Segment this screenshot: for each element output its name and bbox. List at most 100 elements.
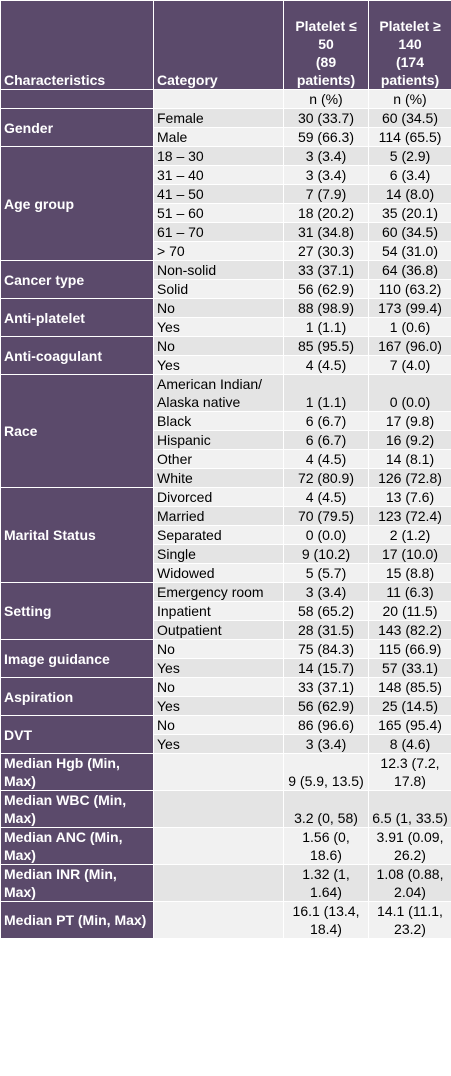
platelet-high-value: 13 (7.6) (368, 487, 451, 507)
header-platelet-high-line4: patients) (380, 72, 440, 88)
platelet-high-value: 5 (2.9) (368, 146, 451, 166)
platelet-low-value: 14 (15.7) (283, 658, 369, 678)
category-cell: 18 – 30 (153, 146, 284, 166)
category-cell: White (153, 468, 284, 488)
units-row: n (%) n (%) (0, 89, 451, 109)
category-cell: 41 – 50 (153, 184, 284, 204)
category-cell: Black (153, 411, 284, 431)
platelet-high-value: 167 (96.0) (368, 336, 451, 356)
units-col3: n (%) (283, 89, 369, 109)
category-cell: 31 – 40 (153, 165, 284, 185)
category-cell: No (153, 298, 284, 318)
platelet-high-value: 8 (4.6) (368, 734, 451, 754)
platelet-low-value: 33 (37.1) (283, 677, 369, 697)
platelet-low-value: 6 (6.7) (283, 430, 369, 450)
header-platelet-low: Platelet ≤ 50 (89 patients) (283, 0, 369, 90)
header-platelet-low-line2: 50 (318, 36, 334, 52)
units-empty-char (0, 89, 154, 109)
category-cell: Divorced (153, 487, 284, 507)
table-row: Aspiration No 33 (37.1) 148 (85.5) (0, 677, 451, 716)
table-row: Yes 1 (1.1) 1 (0.6) (1, 317, 451, 337)
category-cell: Married (153, 506, 284, 526)
category-cell: Widowed (153, 563, 284, 583)
table-row: Median ANC (Min, Max) 1.56 (0, 18.6) 3.91 … (0, 827, 451, 865)
platelet-low-value: 1 (1.1) (283, 317, 369, 337)
table-row: Yes 14 (15.7) 57 (33.1) (1, 658, 451, 678)
platelet-low-value: 4 (4.5) (283, 355, 369, 375)
platelet-low-value: 75 (84.3) (283, 639, 369, 659)
platelet-low-value: 4 (4.5) (283, 449, 369, 469)
table-row: Anti-coagulant No 85 (95.5) 167 (96.0) (0, 336, 451, 375)
category-cell: Yes (153, 355, 284, 375)
platelet-low-value: 31 (34.8) (283, 222, 369, 242)
platelet-low-value: 59 (66.3) (283, 127, 369, 147)
platelet-high-value: 14.1 (11.1, 23.2) (368, 901, 451, 939)
category-cell: Hispanic (153, 430, 284, 450)
table-row: Hispanic 6 (6.7) 16 (9.2) (1, 430, 451, 450)
category-cell: No (153, 677, 284, 697)
platelet-high-value: 1 (0.6) (368, 317, 451, 337)
category-cell: Solid (153, 279, 284, 299)
platelet-low-value: 3 (3.4) (283, 146, 369, 166)
platelet-high-value: 16 (9.2) (368, 430, 451, 450)
table-row: Outpatient 28 (31.5) 143 (82.2) (1, 620, 451, 640)
table-row: Yes 4 (4.5) 7 (4.0) (1, 355, 451, 375)
platelet-high-value: 17 (9.8) (368, 411, 451, 431)
platelet-high-value: 64 (36.8) (368, 260, 451, 280)
header-platelet-high-line2: 140 (398, 36, 422, 52)
header-platelet-low-line1: Platelet ≤ (295, 18, 357, 34)
platelet-low-value: 1.32 (1, 1.64) (283, 864, 369, 902)
characteristic-label: Anti-coagulant (0, 336, 154, 375)
table-row: Separated 0 (0.0) 2 (1.2) (1, 525, 451, 545)
characteristic-label: Median INR (Min, Max) (0, 864, 154, 902)
platelet-high-value: 11 (6.3) (368, 582, 451, 602)
category-cell: Yes (153, 696, 284, 716)
table-row: Anti-platelet No 88 (98.9) 173 (99.4) (0, 298, 451, 337)
header-category: Category (153, 0, 284, 90)
platelet-low-value: 9 (10.2) (283, 544, 369, 564)
platelet-high-value: 110 (63.2) (368, 279, 451, 299)
table-row: Race American Indian/ Alaska native 1 (1.1… (0, 374, 451, 488)
platelet-high-value: 114 (65.5) (368, 127, 451, 147)
category-cell: No (153, 639, 284, 659)
platelet-high-value: 115 (66.9) (368, 639, 451, 659)
table-row: Married 70 (79.5) 123 (72.4) (1, 506, 451, 526)
platelet-low-value: 9 (5.9, 13.5) (283, 753, 369, 791)
platelet-low-value: 56 (62.9) (283, 279, 369, 299)
platelet-high-value: 6 (3.4) (368, 165, 451, 185)
category-cell: 61 – 70 (153, 222, 284, 242)
category-cell: No (153, 336, 284, 356)
category-cell (153, 901, 284, 939)
table-row: Cancer type Non-solid 33 (37.1) 64 (36.8) (0, 260, 451, 299)
category-cell: Non-solid (153, 260, 284, 280)
category-cell: Separated (153, 525, 284, 545)
platelet-low-value: 3 (3.4) (283, 734, 369, 754)
category-cell: Yes (153, 317, 284, 337)
table-row: Median PT (Min, Max) 16.1 (13.4, 18.4) 14.… (0, 901, 451, 939)
characteristic-label: Marital Status (0, 487, 154, 583)
table-row: Setting Emergency room 3 (3.4) 11 (6.3) (0, 582, 451, 640)
table-row: Widowed 5 (5.7) 15 (8.8) (1, 563, 451, 583)
platelet-low-value: 27 (30.3) (283, 241, 369, 261)
table-row: Inpatient 58 (65.2) 20 (11.5) (1, 601, 451, 621)
characteristic-label: Median Hgb (Min, Max) (0, 753, 154, 791)
category-cell (153, 864, 284, 902)
platelet-low-value: 5 (5.7) (283, 563, 369, 583)
platelet-high-value: 173 (99.4) (368, 298, 451, 318)
platelet-low-value: 1.56 (0, 18.6) (283, 827, 369, 865)
table-row: Image guidance No 75 (84.3) 115 (66.9) (0, 639, 451, 678)
header-platelet-high-line1: Platelet ≥ (379, 18, 441, 34)
platelet-high-value: 143 (82.2) (368, 620, 451, 640)
category-cell: Emergency room (153, 582, 284, 602)
characteristic-label: DVT (0, 715, 154, 754)
platelet-low-value: 18 (20.2) (283, 203, 369, 223)
characteristic-label: Median WBC (Min, Max) (0, 790, 154, 828)
category-cell: > 70 (153, 241, 284, 261)
platelet-low-value: 3 (3.4) (283, 165, 369, 185)
platelet-low-value: 86 (96.6) (283, 715, 369, 735)
platelet-low-value: 88 (98.9) (283, 298, 369, 318)
platelet-high-value: 17 (10.0) (368, 544, 451, 564)
platelet-high-value: 14 (8.1) (368, 449, 451, 469)
category-cell: Single (153, 544, 284, 564)
table-row: White 72 (80.9) 126 (72.8) (1, 468, 451, 488)
